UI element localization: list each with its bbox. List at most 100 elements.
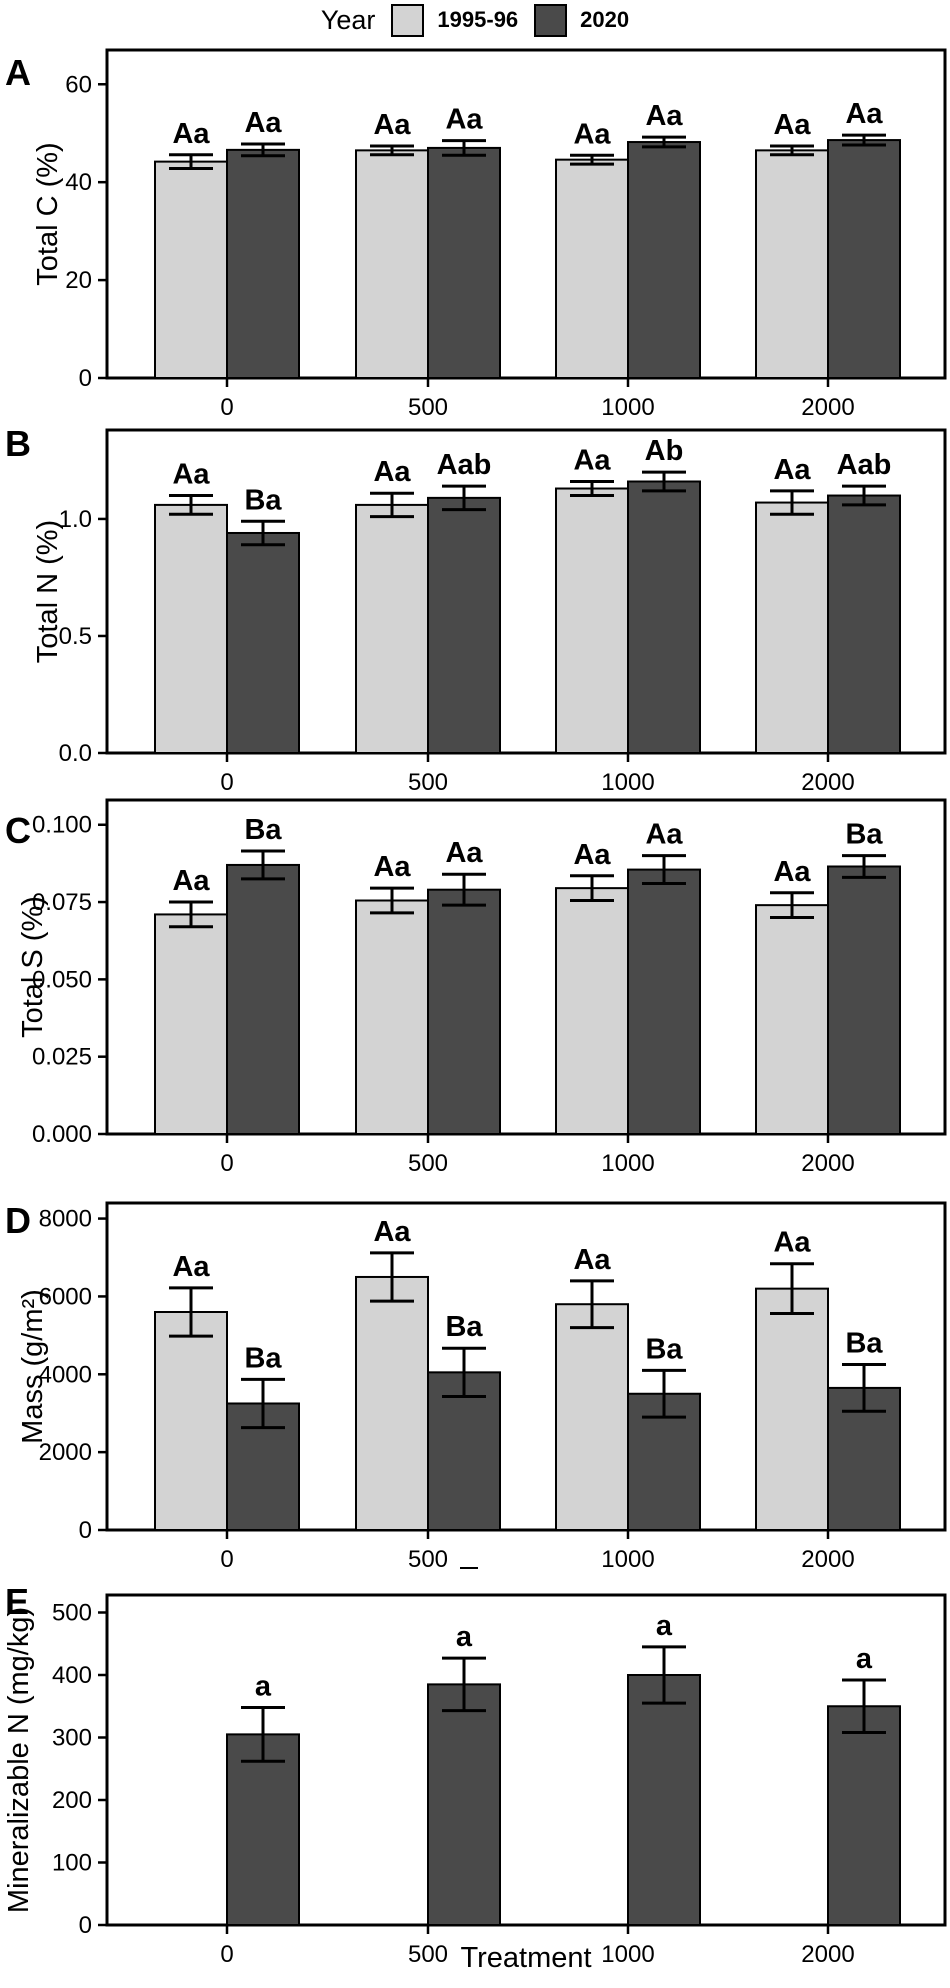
significance-label: Aa (573, 444, 611, 476)
x-tick-label: 0 (220, 1941, 233, 1968)
y-tick-label: 1.0 (59, 506, 92, 533)
significance-label: Aa (445, 104, 483, 136)
significance-label: Aab (837, 449, 892, 481)
significance-label: Aa (445, 837, 483, 869)
significance-label: Ba (244, 1342, 282, 1374)
y-tick-label: 0.5 (59, 623, 92, 650)
significance-label: Aa (773, 856, 811, 888)
significance-label: Aa (645, 100, 683, 132)
legend-swatch-light-icon (391, 3, 425, 37)
legend-label: 2020 (580, 7, 630, 32)
significance-label: Ba (645, 1333, 683, 1365)
bar (755, 149, 829, 379)
y-tick-label: 300 (52, 1725, 92, 1752)
significance-label: a (456, 1621, 473, 1653)
significance-label: Aa (573, 1244, 611, 1276)
y-tick-label: 0.000 (32, 1121, 92, 1148)
significance-label: Aa (172, 865, 210, 897)
x-axis-title: Treatment (460, 1942, 592, 1974)
bar (827, 494, 901, 754)
bar (355, 899, 429, 1136)
bar (755, 501, 829, 755)
x-tick-label: 1000 (601, 1150, 654, 1177)
bar (226, 531, 300, 755)
y-tick-label: 40 (65, 169, 92, 196)
bar (755, 1287, 829, 1531)
bar (226, 148, 300, 379)
plot-border (105, 428, 947, 755)
bar (427, 888, 501, 1135)
y-tick-label: 500 (52, 1600, 92, 1627)
plot-border (105, 1593, 947, 1927)
panel-label-d: D (5, 1200, 31, 1241)
bar (154, 503, 228, 755)
significance-label: Aab (437, 449, 492, 481)
x-tick-label: 500 (408, 769, 448, 796)
y-tick-label: 100 (52, 1850, 92, 1877)
y-tick-label: 0.025 (32, 1044, 92, 1071)
x-tick-label: 0 (220, 769, 233, 796)
bar (627, 141, 701, 379)
bar (226, 1733, 300, 1926)
y-tick-label: 20 (65, 267, 92, 294)
y-axis-title: Mass (g/m²) (17, 1289, 49, 1444)
bar (427, 496, 501, 754)
y-tick-label: 4000 (39, 1361, 92, 1388)
x-tick-label: 500 (408, 1941, 448, 1968)
y-tick-label: 0.050 (32, 966, 92, 993)
significance-label: Aa (573, 118, 611, 150)
significance-label: Aa (172, 459, 210, 491)
y-tick-label: 0 (79, 1517, 92, 1544)
x-tick-label: 2000 (801, 394, 854, 421)
y-axis-title: Mineralizable N (mg/kg) (3, 1607, 35, 1913)
x-tick-label: 2000 (801, 1941, 854, 1968)
legend-title: Year (320, 4, 376, 35)
significance-label: Aa (573, 839, 611, 871)
bar (555, 1303, 629, 1531)
panel-label-a: A (5, 52, 31, 93)
y-tick-label: 0.0 (59, 740, 92, 767)
panel-label-b: B (5, 423, 31, 464)
x-tick-label: 0 (220, 394, 233, 421)
significance-label: a (856, 1643, 873, 1675)
panel-label-c: C (5, 810, 31, 851)
x-tick-label: 0 (220, 1150, 233, 1177)
bar (154, 1311, 228, 1531)
significance-label: Aa (773, 109, 811, 141)
significance-label: Aa (373, 1216, 411, 1248)
x-tick-label: 0 (220, 1546, 233, 1573)
bar (555, 887, 629, 1136)
bar (355, 149, 429, 379)
x-tick-label: 1000 (601, 769, 654, 796)
panel-label-e: E (5, 1581, 30, 1622)
significance-label: Aa (773, 454, 811, 486)
significance-label: Ba (845, 1328, 883, 1360)
y-axis-title: Total C (%) (32, 142, 64, 285)
significance-label: Ba (845, 819, 883, 851)
bar (627, 1392, 701, 1531)
y-axis-title: Total N (%) (32, 520, 64, 663)
bar (627, 480, 701, 754)
bar (627, 868, 701, 1135)
bar (427, 146, 501, 379)
bar (427, 1683, 501, 1926)
y-tick-label: 0.100 (32, 812, 92, 839)
bar (355, 1275, 429, 1531)
bar (827, 1705, 901, 1926)
significance-label: Aa (373, 851, 411, 883)
bar (555, 487, 629, 754)
bar (355, 503, 429, 755)
bar (627, 1674, 701, 1926)
significance-label: Aa (845, 98, 883, 130)
x-tick-label: 2000 (801, 769, 854, 796)
y-tick-label: 8000 (39, 1206, 92, 1233)
y-tick-label: 0 (79, 365, 92, 392)
bar (827, 865, 901, 1135)
x-tick-label: 500 (408, 1150, 448, 1177)
significance-label: Aa (373, 109, 411, 141)
y-axis-title: Total S (%) (17, 896, 49, 1038)
significance-label: Aa (172, 118, 210, 150)
bar (226, 863, 300, 1135)
significance-label: Aa (373, 456, 411, 488)
